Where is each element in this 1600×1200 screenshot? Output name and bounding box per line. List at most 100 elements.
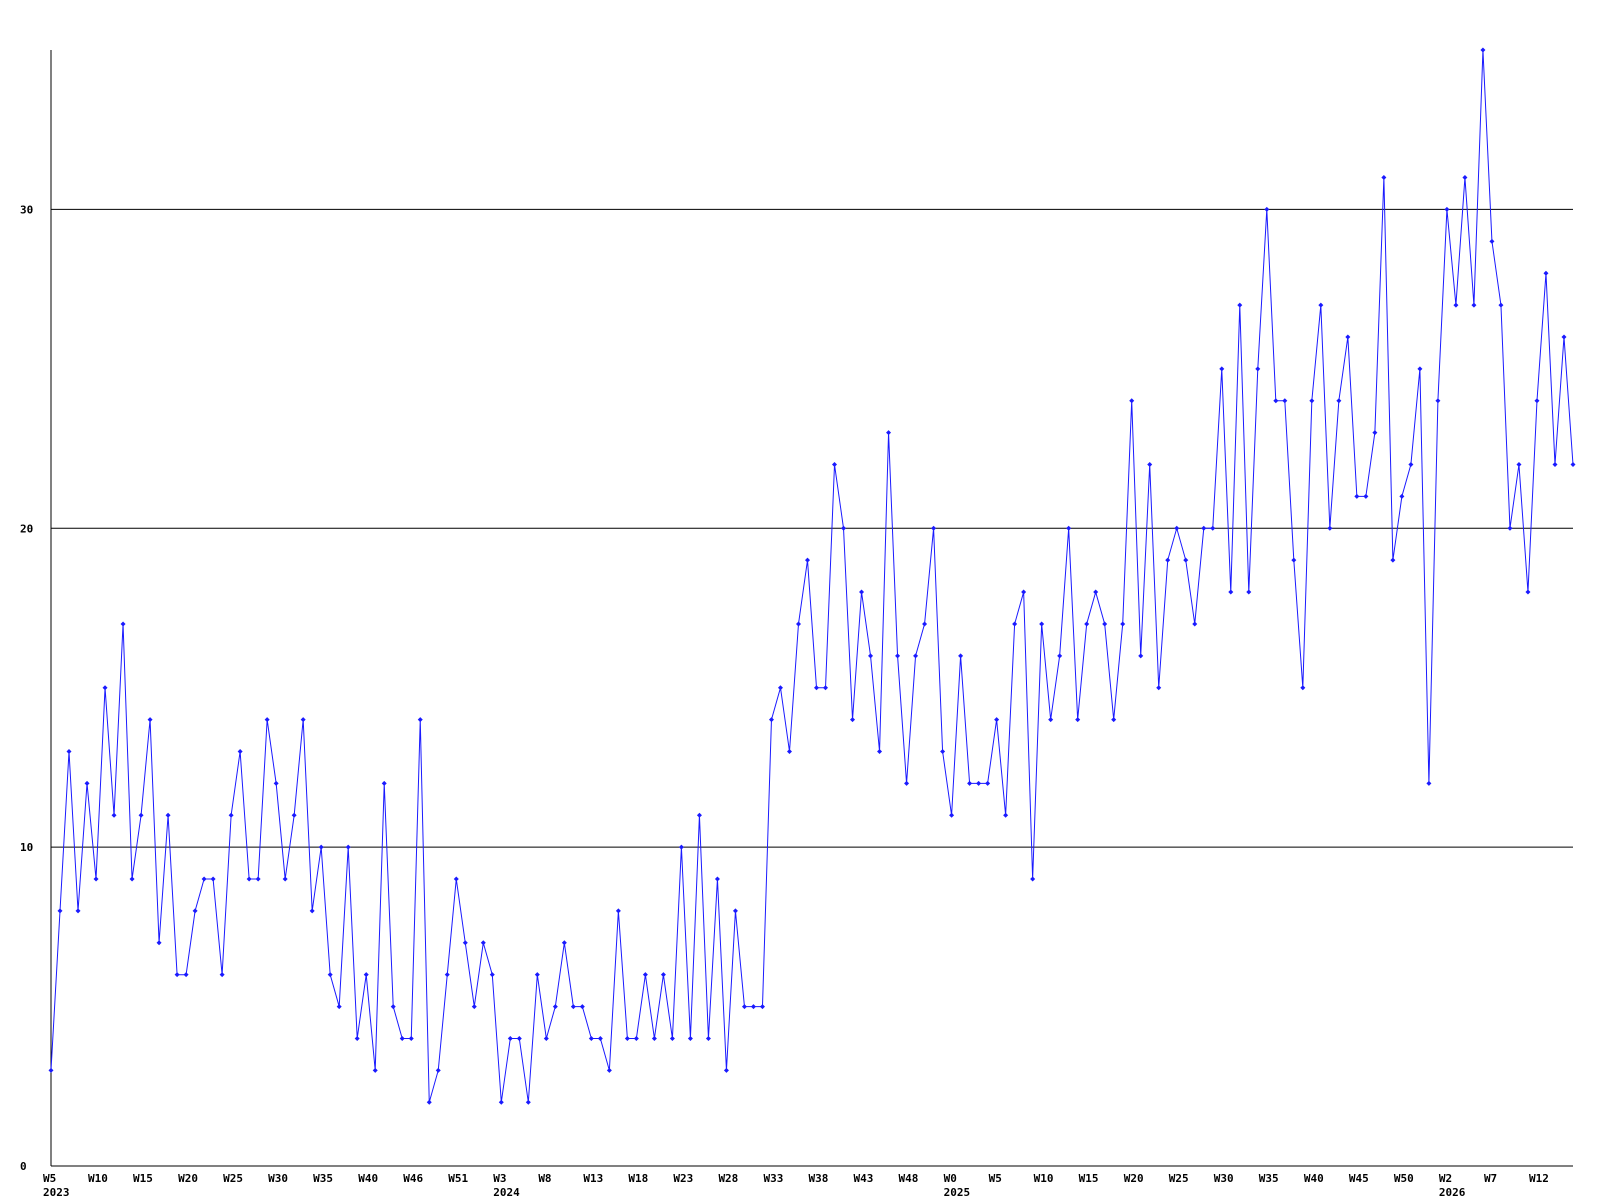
data-point [1336,398,1342,404]
data-point [759,1004,765,1010]
data-point [795,621,801,627]
data-point [1543,270,1549,276]
data-point [1444,206,1450,212]
x-tick-label: W5 [989,1172,1002,1185]
data-point [1390,557,1396,563]
data-point [570,1004,576,1010]
data-point [129,876,135,882]
data-point [850,717,856,723]
data-point [1300,685,1306,691]
data-point [66,748,72,754]
data-point [1255,366,1261,372]
data-point [1237,302,1243,308]
x-tick-label: W28 [718,1172,738,1185]
data-point [1291,557,1297,563]
data-point [1129,398,1135,404]
data-point [1138,653,1144,659]
year-label: 2025 [944,1186,971,1199]
x-tick-label: W12 [1529,1172,1549,1185]
x-tick-label: W7 [1484,1172,1497,1185]
x-tick-label: W25 [223,1172,243,1185]
data-point [958,653,964,659]
data-point [579,1004,585,1010]
data-point [282,876,288,882]
data-point [967,780,973,786]
data-point [84,780,90,786]
data-point [426,1099,432,1105]
data-point [1246,589,1252,595]
data-point [1381,175,1387,181]
data-point [1453,302,1459,308]
data-point [507,1035,513,1041]
data-point [597,1035,603,1041]
data-point [913,653,919,659]
data-point [1102,621,1108,627]
x-tick-label: W30 [268,1172,288,1185]
data-point [552,1004,558,1010]
data-point [498,1099,504,1105]
data-point [1435,398,1441,404]
data-point [156,940,162,946]
x-tick-label: W45 [1349,1172,1369,1185]
data-point [895,653,901,659]
data-point [1498,302,1504,308]
data-point [786,748,792,754]
data-point [723,1067,729,1073]
x-tick-label: W35 [1259,1172,1279,1185]
data-point [444,972,450,978]
data-point [138,812,144,818]
data-point [435,1067,441,1073]
data-point [714,876,720,882]
data-point [399,1035,405,1041]
data-point [1264,206,1270,212]
data-point [471,1004,477,1010]
data-point [1570,462,1576,468]
data-point [561,940,567,946]
x-tick-label: W33 [763,1172,783,1185]
data-point [615,908,621,914]
data-point [1075,717,1081,723]
x-tick-label: W30 [1214,1172,1234,1185]
data-point [687,1035,693,1041]
data-point [1219,366,1225,372]
x-tick-label: W15 [1079,1172,1099,1185]
year-label: 2023 [43,1186,70,1199]
data-point [1228,589,1234,595]
data-point [705,1035,711,1041]
data-point [696,812,702,818]
data-point [525,1099,531,1105]
data-point [273,780,279,786]
data-point [1057,653,1063,659]
data-point [1021,589,1027,595]
x-tick-label: W15 [133,1172,153,1185]
data-point [1561,334,1567,340]
data-point [904,780,910,786]
data-point [264,717,270,723]
data-point [922,621,928,627]
x-tick-label: W25 [1169,1172,1189,1185]
data-point [940,748,946,754]
data-point [1201,525,1207,531]
data-point [480,940,486,946]
data-point [147,717,153,723]
data-point [1471,302,1477,308]
data-point [363,972,369,978]
data-point [192,908,198,914]
data-point [237,748,243,754]
data-point [1318,302,1324,308]
data-point [931,525,937,531]
data-point [1282,398,1288,404]
data-point [832,462,838,468]
data-point [660,972,666,978]
data-point [1210,525,1216,531]
data-point [309,908,315,914]
series-line [50,49,1574,1103]
data-point [949,812,955,818]
data-point [453,876,459,882]
data-point [669,1035,675,1041]
data-point [633,1035,639,1041]
y-tick-label: 0 [20,1160,27,1173]
data-point [183,972,189,978]
x-tick-label: W40 [1304,1172,1324,1185]
x-tick-label: W43 [854,1172,874,1185]
